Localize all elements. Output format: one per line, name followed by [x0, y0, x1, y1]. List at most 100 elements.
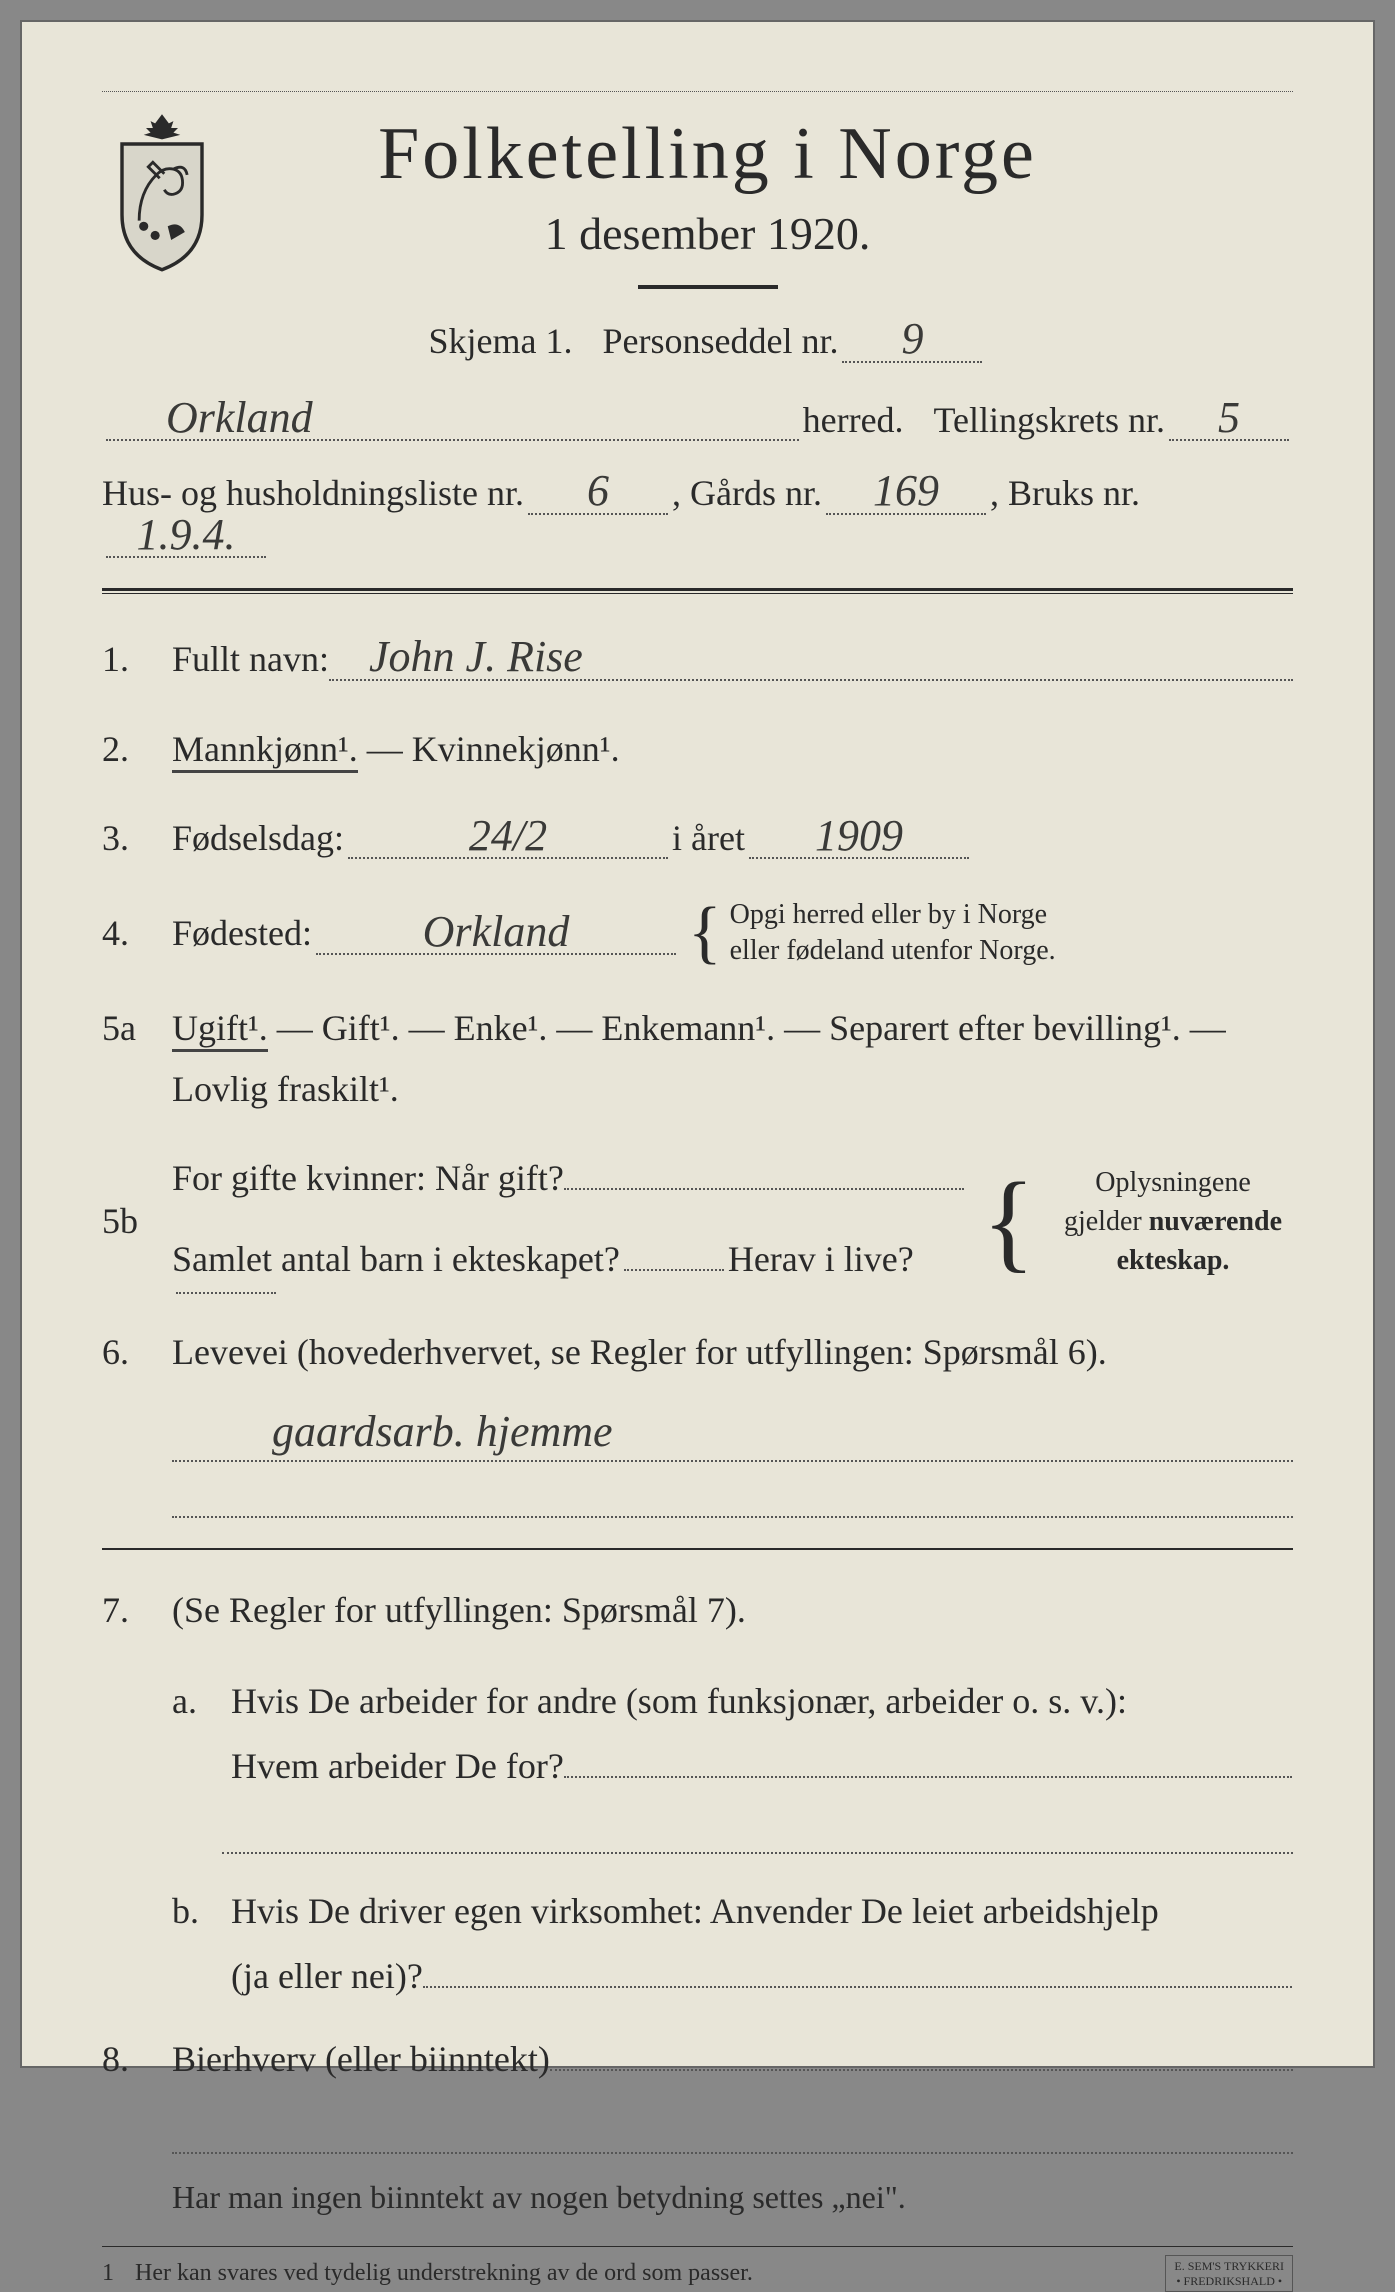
- q2-mann: Mannkjønn¹.: [172, 729, 358, 773]
- q5b-l1a: For gifte kvinner: Når gift?: [172, 1148, 564, 1209]
- q7b: b. Hvis De driver egen virksomhet: Anven…: [102, 1879, 1293, 2009]
- q7a-l1: Hvis De arbeider for andre (som funksjon…: [231, 1681, 1127, 1721]
- q4-num: 4.: [102, 903, 172, 964]
- q3-day: 24/2: [348, 816, 668, 860]
- q7a-field: [564, 1774, 1292, 1778]
- q7-label: (Se Regler for utfyllingen: Spørsmål 7).: [172, 1590, 746, 1630]
- q5b-note: Oplysningene gjelder nuværende ekteskap.: [1053, 1163, 1293, 1281]
- q8-label: Bierhverv (eller biinntekt): [172, 2029, 550, 2090]
- header-separator: [102, 588, 1293, 594]
- husliste-label: Hus- og husholdningsliste nr.: [102, 472, 524, 514]
- title-block: Folketelling i Norge 1 desember 1920. Sk…: [242, 112, 1293, 378]
- dash: —: [784, 1008, 829, 1048]
- q5b: 5b For gifte kvinner: Når gift? Samlet a…: [102, 1148, 1293, 1294]
- q5a-gift: Gift¹.: [322, 1008, 400, 1048]
- q4: 4. Fødested: Orkland { Opgi herred eller…: [102, 897, 1293, 970]
- gards-label: , Gårds nr.: [672, 472, 822, 514]
- stamp-l2: • FREDRIKSHALD •: [1176, 2274, 1282, 2288]
- q7a-blank-line: [222, 1818, 1293, 1854]
- q8: 8. Bierhverv (eller biinntekt): [102, 2029, 1293, 2090]
- q5a-fraskilt: Lovlig fraskilt¹.: [172, 1069, 399, 1109]
- q1-value: John J. Rise: [329, 637, 1293, 681]
- q5b-gift-field: [564, 1186, 964, 1190]
- q8-field: [550, 2067, 1293, 2071]
- q6: 6. Levevei (hovederhvervet, se Regler fo…: [102, 1322, 1293, 1383]
- q3: 3. Fødselsdag: 24/2 i året 1909: [102, 808, 1293, 869]
- dash: —: [277, 1008, 322, 1048]
- q6-value: gaardsarb. hjemme: [272, 1407, 613, 1456]
- husliste-nr: 6: [528, 471, 668, 515]
- top-border-rule: [102, 82, 1293, 92]
- personseddel-label: Personseddel nr.: [603, 320, 839, 362]
- q1-num: 1.: [102, 629, 172, 690]
- q5a: 5a Ugift¹. — Gift¹. — Enke¹. — Enkemann¹…: [102, 998, 1293, 1120]
- tellingskrets-label: Tellingskrets nr.: [934, 399, 1165, 441]
- q7b-num: b.: [172, 1879, 222, 1944]
- stamp-l1: E. SEM'S TRYKKERI: [1174, 2259, 1284, 2273]
- q3-year: 1909: [749, 816, 969, 860]
- q5b-num: 5b: [102, 1191, 172, 1252]
- main-title: Folketelling i Norge: [242, 112, 1173, 197]
- herred-line: Orkland herred. Tellingskrets nr. 5: [102, 398, 1293, 442]
- q5b-l2b: Herav i live?: [728, 1229, 914, 1290]
- bruks-nr: 1.9.4.: [106, 515, 266, 559]
- q3-num: 3.: [102, 808, 172, 869]
- q5b-note-l3: ekteskap.: [1117, 1245, 1230, 1276]
- q1: 1. Fullt navn: John J. Rise: [102, 629, 1293, 690]
- schema-line: Skjema 1. Personseddel nr. 9: [242, 319, 1173, 363]
- q7-num: 7.: [102, 1580, 172, 1641]
- dash: —: [1190, 1008, 1226, 1048]
- q4-note: Opgi herred eller by i Norge eller fødel…: [730, 897, 1056, 970]
- form-header: Folketelling i Norge 1 desember 1920. Sk…: [102, 112, 1293, 378]
- coat-of-arms-icon: [102, 112, 222, 272]
- q4-label: Fødested:: [172, 903, 312, 964]
- footnote-marker: 1: [102, 2260, 114, 2286]
- q7b-l2: (ja eller nei)?: [231, 1944, 423, 2009]
- title-underline: [638, 285, 778, 289]
- q5a-enkemann: Enkemann¹.: [601, 1008, 775, 1048]
- q8-blank-line: [172, 2118, 1293, 2154]
- q7a: a. Hvis De arbeider for andre (som funks…: [102, 1669, 1293, 1799]
- footnote: 1 Her kan svares ved tydelig understrekn…: [102, 2246, 1293, 2292]
- dash: —: [409, 1008, 454, 1048]
- herred-value: Orkland: [106, 398, 799, 442]
- q2-kvinne: Kvinnekjønn¹.: [412, 729, 620, 769]
- q4-note-l2: eller fødeland utenfor Norge.: [730, 935, 1056, 966]
- q2: 2. Mannkjønn¹. — Kvinnekjønn¹.: [102, 719, 1293, 780]
- q5b-note-l2: gjelder: [1064, 1206, 1149, 1237]
- q4-value: Orkland: [316, 912, 676, 956]
- q5b-l2a: Samlet antal barn i ekteskapet?: [172, 1229, 620, 1290]
- census-form-page: Folketelling i Norge 1 desember 1920. Sk…: [20, 20, 1375, 2068]
- q5a-num: 5a: [102, 998, 172, 1059]
- q4-note-l1: Opgi herred eller by i Norge: [730, 899, 1048, 930]
- brace-icon: {: [688, 905, 722, 961]
- q2-dash: —: [367, 729, 412, 769]
- q6-blank-line: [172, 1482, 1293, 1518]
- schema-label: Skjema 1.: [429, 320, 573, 362]
- q1-label: Fullt navn:: [172, 629, 329, 690]
- q6-num: 6.: [102, 1322, 172, 1383]
- mid-separator: [102, 1548, 1293, 1550]
- q5a-ugift: Ugift¹.: [172, 1008, 268, 1052]
- gards-nr: 169: [826, 471, 986, 515]
- q5b-note-l1: Oplysningene: [1095, 1167, 1251, 1198]
- instruction-text: Har man ingen biinntekt av nogen betydni…: [102, 2179, 1293, 2216]
- q5b-live-field: [176, 1290, 276, 1294]
- q3-label: Fødselsdag:: [172, 808, 344, 869]
- personseddel-nr: 9: [842, 319, 982, 363]
- dash: —: [556, 1008, 601, 1048]
- q7b-field: [423, 1984, 1292, 1988]
- husliste-line: Hus- og husholdningsliste nr. 6 , Gårds …: [102, 471, 1293, 558]
- footnote-text: Her kan svares ved tydelig understreknin…: [135, 2260, 753, 2286]
- q7a-num: a.: [172, 1669, 222, 1734]
- q5a-separert: Separert efter bevilling¹.: [829, 1008, 1181, 1048]
- q2-num: 2.: [102, 719, 172, 780]
- q7b-l1: Hvis De driver egen virksomhet: Anvender…: [231, 1891, 1159, 1931]
- tellingskrets-nr: 5: [1169, 398, 1289, 442]
- bruks-label: , Bruks nr.: [990, 472, 1140, 514]
- q6-label: Levevei (hovederhvervet, se Regler for u…: [172, 1332, 1107, 1372]
- q5b-barn-field: [624, 1267, 724, 1271]
- q5a-enke: Enke¹.: [454, 1008, 548, 1048]
- sub-title: 1 desember 1920.: [242, 207, 1173, 260]
- q8-num: 8.: [102, 2029, 172, 2090]
